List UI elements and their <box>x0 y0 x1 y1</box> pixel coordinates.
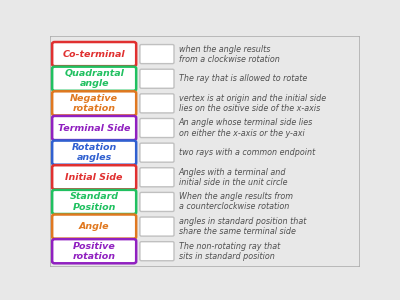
FancyBboxPatch shape <box>52 165 136 189</box>
Text: An angle whose terminal side lies
on either the x-axis or the y-axi: An angle whose terminal side lies on eit… <box>179 118 313 137</box>
FancyBboxPatch shape <box>52 190 136 214</box>
FancyBboxPatch shape <box>52 91 136 116</box>
Text: Quadrantal
angle: Quadrantal angle <box>64 69 124 88</box>
FancyBboxPatch shape <box>52 239 136 263</box>
Text: two rays with a common endpoint: two rays with a common endpoint <box>179 148 315 157</box>
Text: Positive
rotation: Positive rotation <box>73 242 116 261</box>
FancyBboxPatch shape <box>140 94 174 113</box>
Text: when the angle results
from a clockwise rotation: when the angle results from a clockwise … <box>179 45 280 64</box>
FancyBboxPatch shape <box>140 118 174 137</box>
FancyBboxPatch shape <box>52 42 136 66</box>
Text: Terminal Side: Terminal Side <box>58 124 130 133</box>
FancyBboxPatch shape <box>140 69 174 88</box>
Text: angles in standard position that
share the same terminal side: angles in standard position that share t… <box>179 217 306 236</box>
Text: Angles with a terminal and
initial side in the unit circle: Angles with a terminal and initial side … <box>179 168 287 187</box>
Text: Standard
Position: Standard Position <box>70 192 119 212</box>
Text: Rotation
angles: Rotation angles <box>72 143 117 162</box>
FancyBboxPatch shape <box>52 214 136 239</box>
FancyBboxPatch shape <box>52 141 136 165</box>
Text: When the angle results from
a counterclockwise rotation: When the angle results from a counterclo… <box>179 192 293 212</box>
Text: Co-terminal: Co-terminal <box>63 50 126 58</box>
Text: Negative
rotation: Negative rotation <box>70 94 118 113</box>
FancyBboxPatch shape <box>140 217 174 236</box>
FancyBboxPatch shape <box>140 242 174 261</box>
FancyBboxPatch shape <box>140 168 174 187</box>
Text: Angle: Angle <box>79 222 110 231</box>
Text: Initial Side: Initial Side <box>66 173 123 182</box>
Text: vertex is at origin and the initial side
lies on the ositive side of the x-axis: vertex is at origin and the initial side… <box>179 94 326 113</box>
FancyBboxPatch shape <box>140 45 174 64</box>
FancyBboxPatch shape <box>52 67 136 91</box>
FancyBboxPatch shape <box>140 192 174 212</box>
Text: The ray that is allowed to rotate: The ray that is allowed to rotate <box>179 74 307 83</box>
FancyBboxPatch shape <box>140 143 174 162</box>
FancyBboxPatch shape <box>52 116 136 140</box>
Text: The non-rotating ray that
sits in standard position: The non-rotating ray that sits in standa… <box>179 242 280 261</box>
FancyBboxPatch shape <box>50 36 360 267</box>
